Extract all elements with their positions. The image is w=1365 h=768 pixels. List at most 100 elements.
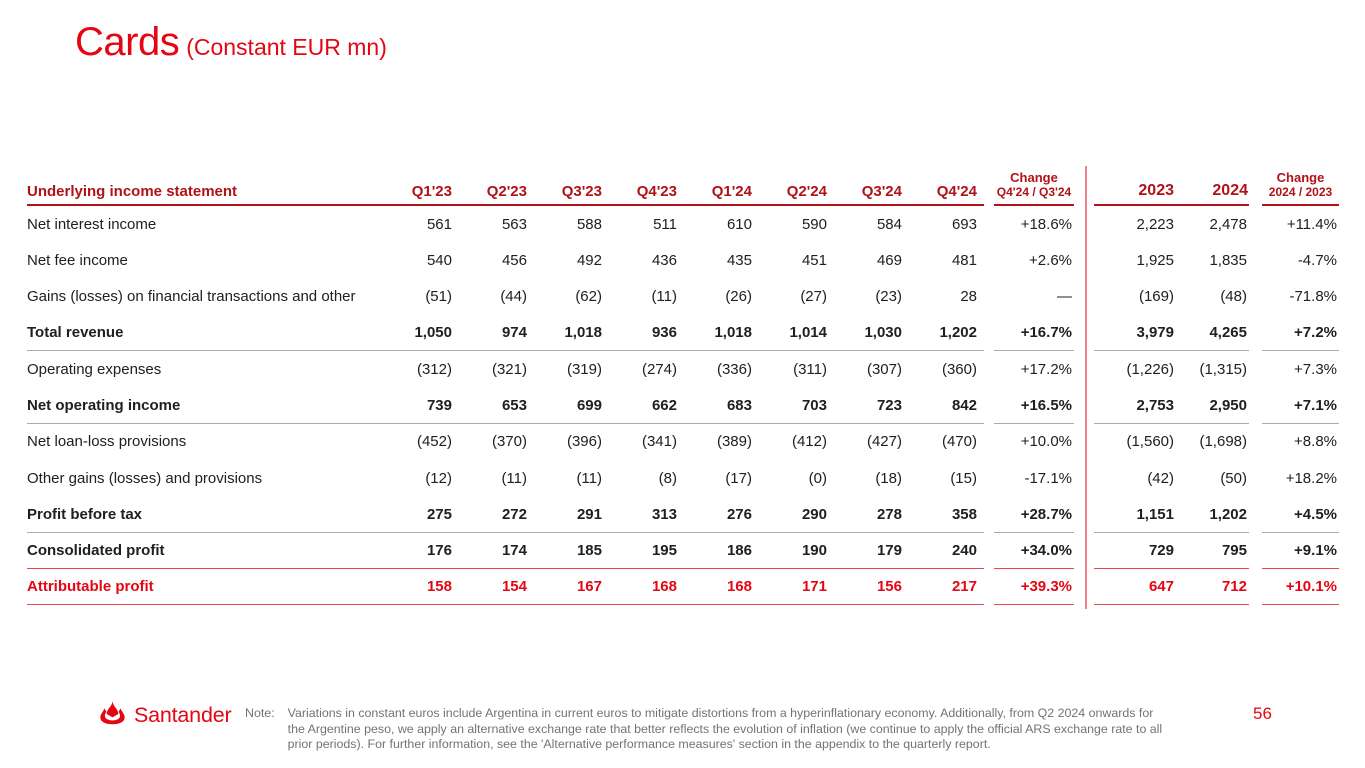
quarter-value: (307) bbox=[866, 360, 902, 378]
quarter-value: (27) bbox=[800, 288, 827, 306]
quarter-value: 156 bbox=[876, 578, 902, 596]
page-title: Cards (Constant EUR mn) bbox=[75, 20, 387, 65]
row-change-quarter: — bbox=[994, 279, 1074, 315]
quarter-value: 217 bbox=[951, 578, 977, 596]
quarter-value: (370) bbox=[491, 433, 527, 451]
quarter-value: (26) bbox=[725, 288, 752, 306]
quarter-value: (412) bbox=[791, 433, 827, 451]
quarter-header: Q1'24 bbox=[711, 183, 752, 200]
row-change-year: +7.2% bbox=[1262, 315, 1339, 352]
year-2023-value: 1,151 bbox=[1136, 505, 1174, 523]
row-years: (1,226) (1,315) bbox=[1094, 351, 1249, 387]
change-y-title: Change bbox=[1276, 170, 1325, 185]
row-main-segment: Net operating income 739 653 699 662 683 703 72… bbox=[27, 387, 984, 424]
change-y-value: +10.1% bbox=[1285, 578, 1337, 596]
row-change-year: +18.2% bbox=[1262, 460, 1339, 496]
quarter-value: 936 bbox=[651, 324, 677, 342]
year-2024-value: 4,265 bbox=[1209, 324, 1247, 342]
row-main-segment: Other gains (losses) and provisions (12) (… bbox=[27, 460, 984, 496]
quarter-value: (11) bbox=[501, 469, 527, 487]
quarter-value: (0) bbox=[808, 469, 827, 487]
change-y-value: +7.1% bbox=[1294, 396, 1337, 414]
table-row: Consolidated profit 176 174 185 195 186 190 179… bbox=[27, 533, 1339, 569]
year-2023-value: 2,753 bbox=[1136, 396, 1174, 414]
quarter-value: 563 bbox=[501, 215, 527, 233]
quarter-value: 174 bbox=[501, 541, 527, 559]
table-row: Net fee income 540 456 492 436 435 451 469 481 +2… bbox=[27, 242, 1339, 278]
quarter-value: 179 bbox=[876, 541, 902, 559]
quarter-value: (319) bbox=[566, 360, 602, 378]
change-y-subtitle: 2024 / 2023 bbox=[1268, 185, 1333, 199]
quarter-value: (17) bbox=[725, 469, 752, 487]
year-2023-value: 1,925 bbox=[1136, 251, 1174, 269]
row-label: Consolidated profit bbox=[27, 541, 165, 559]
year-2024-value: 712 bbox=[1221, 578, 1247, 596]
quarter-value: 842 bbox=[951, 396, 977, 414]
change-q-value: -17.1% bbox=[1024, 469, 1072, 487]
year-2024-header: 2024 bbox=[1212, 182, 1248, 199]
table-row: Net interest income 561 563 588 511 610 590 584… bbox=[27, 206, 1339, 242]
quarter-value: (427) bbox=[866, 433, 902, 451]
quarter-value: (336) bbox=[716, 360, 752, 378]
row-change-quarter: +39.3% bbox=[994, 569, 1074, 606]
row-label: Operating expenses bbox=[27, 360, 162, 378]
quarter-value: 1,030 bbox=[864, 324, 902, 342]
quarter-value: (12) bbox=[425, 469, 452, 487]
change-q-value: +16.5% bbox=[1020, 396, 1072, 414]
quarter-value: 723 bbox=[876, 396, 902, 414]
quarter-value: 195 bbox=[651, 541, 677, 559]
year-2024-value: (1,315) bbox=[1199, 360, 1247, 378]
quarter-header: Q4'24 bbox=[936, 183, 977, 200]
quarter-header: Q4'23 bbox=[636, 183, 677, 200]
quarter-value: 154 bbox=[501, 578, 527, 596]
quarter-value: 974 bbox=[501, 324, 527, 342]
row-change-quarter: +10.0% bbox=[994, 424, 1074, 460]
quarter-value: 693 bbox=[951, 215, 977, 233]
quarter-value: 186 bbox=[726, 541, 752, 559]
table-row: Operating expenses (312) (321) (319) (274) (3… bbox=[27, 351, 1339, 387]
quarter-value: 584 bbox=[876, 215, 902, 233]
year-2024-value: 2,950 bbox=[1209, 396, 1247, 414]
quarter-value: 176 bbox=[426, 541, 452, 559]
row-change-quarter: +16.7% bbox=[994, 315, 1074, 352]
year-2024-value: 795 bbox=[1221, 541, 1247, 559]
row-change-year: +9.1% bbox=[1262, 533, 1339, 569]
year-2024-value: 2,478 bbox=[1209, 215, 1247, 233]
row-main-segment: Net fee income 540 456 492 436 435 451 469 481 bbox=[27, 242, 984, 278]
quarter-value: (312) bbox=[416, 360, 452, 378]
quarter-value: 190 bbox=[801, 541, 827, 559]
santander-logo: Santander bbox=[97, 701, 232, 729]
change-q-value: +10.0% bbox=[1020, 433, 1072, 451]
table-row: Attributable profit 158 154 167 168 168 171 156… bbox=[27, 569, 1339, 606]
row-change-quarter: -17.1% bbox=[994, 460, 1074, 496]
quarter-value: 699 bbox=[576, 396, 602, 414]
quarter-value: 276 bbox=[726, 505, 752, 523]
quarter-value: 492 bbox=[576, 251, 602, 269]
quarter-header: Q3'23 bbox=[561, 183, 602, 200]
row-years: 2,223 2,478 bbox=[1094, 206, 1249, 242]
row-years: 1,925 1,835 bbox=[1094, 242, 1249, 278]
quarter-value: (321) bbox=[491, 360, 527, 378]
quarter-value: 313 bbox=[651, 505, 677, 523]
quarter-value: (389) bbox=[716, 433, 752, 451]
note-line: Variations in constant euros include Arg… bbox=[287, 706, 1154, 720]
quarter-value: (311) bbox=[793, 360, 827, 378]
quarter-value: 167 bbox=[576, 578, 602, 596]
row-years: 3,979 4,265 bbox=[1094, 315, 1249, 352]
quarter-value: 1,018 bbox=[714, 324, 752, 342]
year-2023-value: 2,223 bbox=[1136, 215, 1174, 233]
change-q-value: +34.0% bbox=[1020, 541, 1072, 559]
table-row: Total revenue 1,050 974 1,018 936 1,018 1,014 1… bbox=[27, 315, 1339, 352]
quarter-header: Q2'23 bbox=[486, 183, 527, 200]
quarter-value: (470) bbox=[941, 433, 977, 451]
change-y-value: +8.8% bbox=[1294, 433, 1337, 451]
row-change-year: -4.7% bbox=[1262, 242, 1339, 278]
note-label: Note: bbox=[245, 706, 275, 720]
row-change-year: +7.1% bbox=[1262, 387, 1339, 424]
change-q-value: +39.3% bbox=[1020, 578, 1072, 596]
row-label: Attributable profit bbox=[27, 578, 154, 596]
quarter-value: 683 bbox=[726, 396, 752, 414]
quarter-value: 511 bbox=[653, 215, 677, 233]
year-2023-header: 2023 bbox=[1138, 182, 1174, 199]
row-change-quarter: +2.6% bbox=[994, 242, 1074, 278]
